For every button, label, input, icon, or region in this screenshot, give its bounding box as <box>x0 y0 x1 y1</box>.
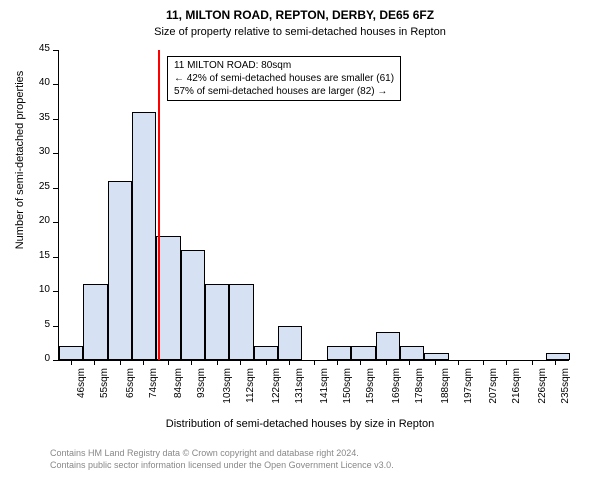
x-tick-label: 74sqm <box>148 368 159 418</box>
x-tick-label: 93sqm <box>196 368 207 418</box>
x-tick-mark <box>120 360 121 365</box>
x-tick-mark <box>314 360 315 365</box>
annotation-line1: 11 MILTON ROAD: 80sqm <box>174 59 394 72</box>
x-tick-mark <box>168 360 169 365</box>
y-tick-mark <box>53 188 58 189</box>
x-tick-label: 197sqm <box>463 368 474 418</box>
x-axis-label: Distribution of semi-detached houses by … <box>0 418 600 430</box>
y-tick-label: 25 <box>28 181 50 192</box>
x-tick-mark <box>483 360 484 365</box>
histogram-bar <box>351 346 375 360</box>
y-axis-label: Number of semi-detached properties <box>14 5 26 315</box>
x-tick-mark <box>143 360 144 365</box>
y-tick-label: 30 <box>28 146 50 157</box>
x-tick-label: 112sqm <box>245 368 256 418</box>
footer-text: Contains HM Land Registry data © Crown c… <box>50 448 394 471</box>
y-tick-mark <box>53 84 58 85</box>
histogram-bar <box>156 236 180 360</box>
y-tick-label: 35 <box>28 112 50 123</box>
histogram-bar <box>83 284 107 360</box>
x-tick-label: 235sqm <box>560 368 571 418</box>
y-tick-label: 0 <box>28 353 50 364</box>
y-tick-label: 5 <box>28 319 50 330</box>
histogram-bar <box>132 112 156 360</box>
x-tick-label: 188sqm <box>440 368 451 418</box>
chart-container: 11, MILTON ROAD, REPTON, DERBY, DE65 6FZ… <box>0 0 600 500</box>
x-tick-label: 46sqm <box>76 368 87 418</box>
x-tick-label: 84sqm <box>173 368 184 418</box>
x-tick-label: 131sqm <box>294 368 305 418</box>
plot-area: 11 MILTON ROAD: 80sqm ← 42% of semi-deta… <box>58 50 569 361</box>
footer-line1: Contains HM Land Registry data © Crown c… <box>50 448 394 460</box>
x-tick-label: 150sqm <box>342 368 353 418</box>
x-tick-mark <box>94 360 95 365</box>
annotation-line2: ← 42% of semi-detached houses are smalle… <box>174 72 394 85</box>
x-tick-mark <box>337 360 338 365</box>
y-tick-label: 20 <box>28 215 50 226</box>
y-tick-mark <box>53 222 58 223</box>
x-tick-mark <box>532 360 533 365</box>
x-tick-mark <box>555 360 556 365</box>
x-tick-label: 159sqm <box>365 368 376 418</box>
x-tick-mark <box>217 360 218 365</box>
histogram-bar <box>59 346 83 360</box>
histogram-bar <box>108 181 132 360</box>
x-tick-mark <box>360 360 361 365</box>
x-tick-mark <box>409 360 410 365</box>
x-tick-label: 178sqm <box>414 368 425 418</box>
x-tick-mark <box>240 360 241 365</box>
y-tick-mark <box>53 257 58 258</box>
histogram-bar <box>181 250 205 360</box>
histogram-bar <box>424 353 448 360</box>
x-tick-label: 226sqm <box>537 368 548 418</box>
x-tick-label: 55sqm <box>99 368 110 418</box>
x-tick-mark <box>266 360 267 365</box>
annotation-line3: 57% of semi-detached houses are larger (… <box>174 85 394 98</box>
y-tick-label: 10 <box>28 284 50 295</box>
footer-line2: Contains public sector information licen… <box>50 460 394 472</box>
x-tick-mark <box>386 360 387 365</box>
histogram-bar <box>278 326 302 360</box>
histogram-bar <box>400 346 424 360</box>
histogram-bar <box>254 346 278 360</box>
x-tick-mark <box>435 360 436 365</box>
x-tick-label: 216sqm <box>511 368 522 418</box>
x-tick-mark <box>506 360 507 365</box>
histogram-bar <box>546 353 570 360</box>
chart-title-line2: Size of property relative to semi-detach… <box>0 26 600 38</box>
x-tick-mark <box>458 360 459 365</box>
y-tick-mark <box>53 50 58 51</box>
y-tick-mark <box>53 326 58 327</box>
x-tick-mark <box>289 360 290 365</box>
x-tick-label: 207sqm <box>488 368 499 418</box>
y-tick-mark <box>53 291 58 292</box>
histogram-bar <box>229 284 253 360</box>
y-tick-label: 45 <box>28 43 50 54</box>
x-tick-label: 65sqm <box>125 368 136 418</box>
x-tick-label: 169sqm <box>391 368 402 418</box>
histogram-bar <box>327 346 351 360</box>
histogram-bar <box>376 332 400 360</box>
y-tick-mark <box>53 119 58 120</box>
y-tick-label: 40 <box>28 77 50 88</box>
reference-line <box>158 50 160 360</box>
y-tick-mark <box>53 360 58 361</box>
chart-title-line1: 11, MILTON ROAD, REPTON, DERBY, DE65 6FZ <box>0 8 600 22</box>
y-tick-mark <box>53 153 58 154</box>
x-tick-label: 141sqm <box>319 368 330 418</box>
x-tick-label: 103sqm <box>222 368 233 418</box>
x-tick-mark <box>71 360 72 365</box>
x-tick-mark <box>191 360 192 365</box>
annotation-box: 11 MILTON ROAD: 80sqm ← 42% of semi-deta… <box>167 56 401 101</box>
histogram-bar <box>205 284 229 360</box>
y-tick-label: 15 <box>28 250 50 261</box>
x-tick-label: 122sqm <box>271 368 282 418</box>
